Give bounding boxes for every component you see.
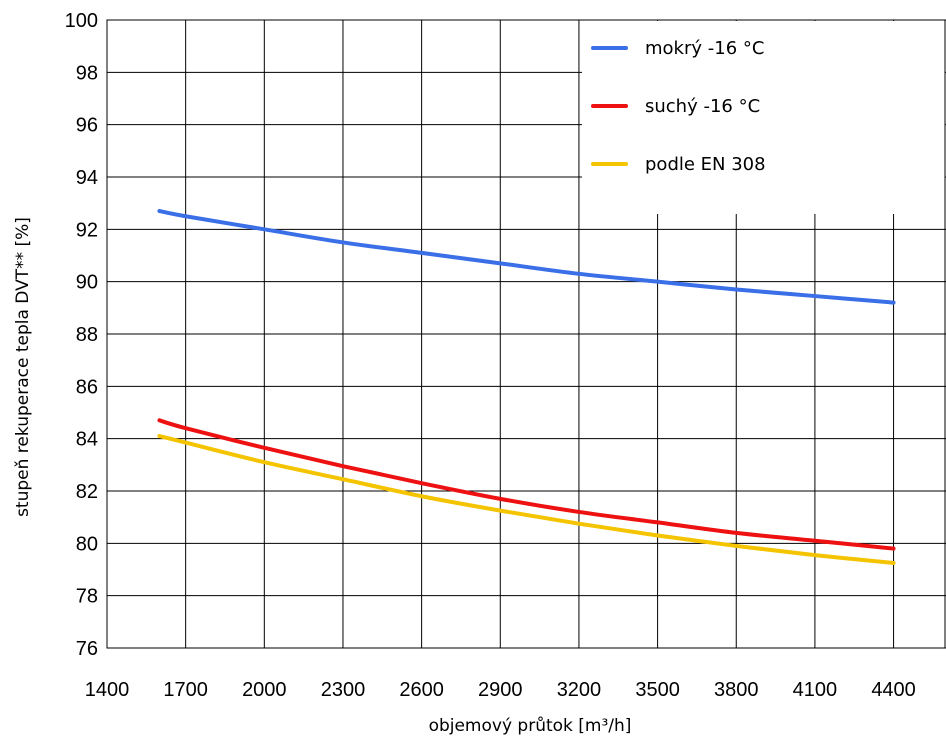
y-tick-label: 90: [76, 272, 98, 294]
x-tick-labels: 1400 1700 2000 2300 2600 2900 3200 3500 3800 4100…: [85, 679, 916, 701]
x-tick-label: 1700: [163, 679, 208, 701]
x-tick-label: 2900: [478, 679, 523, 701]
y-tick-label: 82: [76, 481, 98, 503]
y-tick-label: 86: [76, 376, 98, 398]
x-axis-label: objemový průtok [m³/h]: [429, 716, 632, 736]
y-tick-label: 94: [76, 167, 98, 189]
x-tick-label: 2000: [242, 679, 287, 701]
y-tick-label: 80: [76, 533, 98, 555]
y-tick-labels: 76 78 80 82 84 86 88 90 92 94 96 98 100: [65, 10, 98, 660]
legend-label: suchý -16 °C: [645, 96, 760, 117]
y-tick-label: 100: [65, 10, 98, 32]
legend-label: mokrý -16 °C: [645, 38, 764, 59]
legend-label: podle EN 308: [645, 154, 766, 175]
y-tick-label: 78: [76, 586, 98, 608]
y-tick-label: 84: [76, 429, 98, 451]
series-group: [157, 209, 896, 565]
x-tick-label: 2600: [399, 679, 444, 701]
x-tick-label: 3800: [714, 679, 759, 701]
series-line-3: [157, 434, 896, 565]
x-tick-label: 3200: [557, 679, 602, 701]
legend-background: [582, 21, 945, 214]
y-tick-label: 76: [76, 638, 98, 660]
y-tick-label: 98: [76, 62, 98, 84]
x-tick-label: 4100: [793, 679, 838, 701]
y-tick-label: 88: [76, 324, 98, 346]
x-tick-label: 3500: [635, 679, 680, 701]
series-line-2: [157, 418, 896, 551]
x-tick-label: 4400: [871, 679, 916, 701]
y-axis-label: stupeň rekuperace tepla DVT** [%]: [13, 217, 33, 517]
series-line-1: [157, 209, 896, 305]
y-tick-label: 96: [76, 115, 98, 137]
legend: mokrý -16 °C suchý -16 °C podle EN 308: [591, 38, 766, 175]
x-tick-label: 2300: [321, 679, 366, 701]
y-tick-label: 92: [76, 219, 98, 241]
plot-border: [106, 19, 946, 649]
x-tick-label: 1400: [85, 679, 130, 701]
